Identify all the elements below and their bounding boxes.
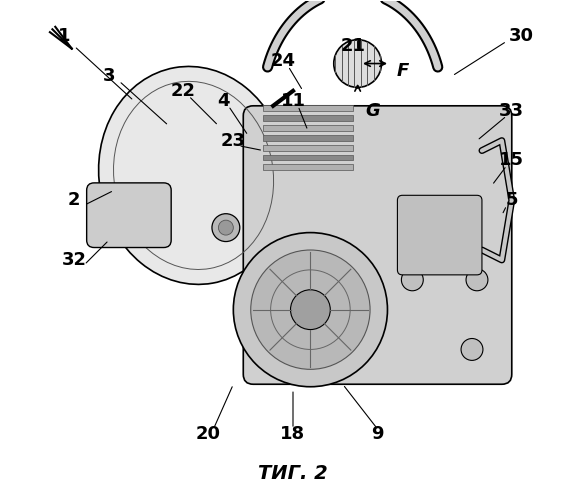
- Bar: [263, 115, 353, 120]
- Text: 15: 15: [499, 152, 524, 170]
- Circle shape: [251, 250, 370, 370]
- Text: 9: 9: [372, 425, 384, 443]
- Text: 33: 33: [499, 102, 524, 120]
- Bar: [263, 124, 353, 130]
- Circle shape: [233, 232, 387, 386]
- Circle shape: [219, 220, 233, 235]
- Text: 23: 23: [221, 132, 246, 150]
- Text: ΤИГ. 2: ΤИГ. 2: [258, 464, 328, 483]
- Text: 22: 22: [171, 82, 196, 100]
- Text: G: G: [365, 102, 380, 120]
- Bar: [263, 164, 353, 170]
- Text: 24: 24: [271, 52, 295, 70]
- Text: F: F: [396, 62, 408, 80]
- Circle shape: [212, 214, 240, 242]
- Text: 11: 11: [281, 92, 305, 110]
- Text: 21: 21: [340, 37, 365, 55]
- Bar: [263, 144, 353, 150]
- Circle shape: [461, 338, 483, 360]
- Text: 30: 30: [509, 27, 534, 45]
- Ellipse shape: [98, 66, 288, 284]
- Text: 1: 1: [58, 27, 70, 45]
- Text: 20: 20: [196, 425, 221, 443]
- Circle shape: [401, 269, 423, 291]
- FancyBboxPatch shape: [87, 183, 171, 248]
- Circle shape: [291, 290, 331, 330]
- Text: 2: 2: [68, 192, 80, 210]
- Text: 3: 3: [103, 67, 115, 85]
- Bar: [263, 154, 353, 160]
- Text: 5: 5: [506, 192, 518, 210]
- Circle shape: [466, 269, 488, 291]
- Bar: [263, 105, 353, 111]
- FancyBboxPatch shape: [243, 106, 512, 384]
- Circle shape: [334, 40, 381, 88]
- FancyBboxPatch shape: [397, 196, 482, 275]
- Text: 32: 32: [62, 251, 87, 269]
- Text: 18: 18: [281, 425, 305, 443]
- Text: 4: 4: [217, 92, 230, 110]
- Bar: [263, 134, 353, 140]
